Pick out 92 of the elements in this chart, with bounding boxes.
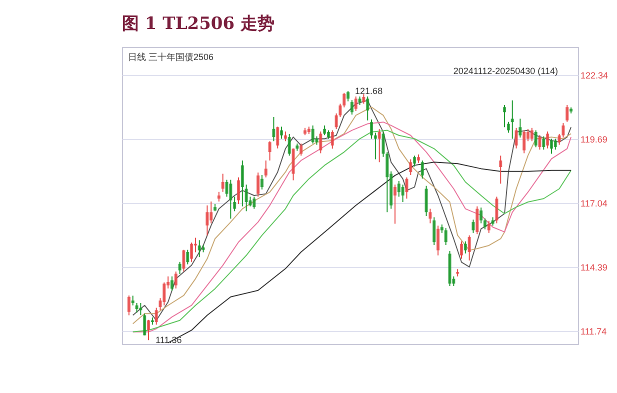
candlestick bbox=[460, 240, 463, 260]
candlestick bbox=[276, 126, 280, 149]
candlestick bbox=[237, 176, 240, 204]
candlestick bbox=[413, 155, 416, 168]
candlestick bbox=[499, 155, 502, 184]
candlestick bbox=[260, 174, 264, 190]
candlestick bbox=[550, 138, 553, 154]
candlestick bbox=[330, 130, 334, 150]
candlestick bbox=[174, 271, 178, 289]
candlestick bbox=[378, 128, 381, 163]
candlestick bbox=[542, 136, 546, 150]
candlestick bbox=[362, 94, 366, 104]
candlestick bbox=[374, 132, 377, 160]
candlestick bbox=[538, 134, 542, 150]
candlestick bbox=[252, 196, 256, 210]
candlestick bbox=[127, 294, 130, 316]
candlestick bbox=[522, 130, 526, 154]
candlestick bbox=[186, 249, 190, 265]
candlestick bbox=[210, 201, 213, 224]
candlestick bbox=[432, 216, 436, 246]
candlestick bbox=[428, 208, 432, 224]
candlestick bbox=[264, 160, 268, 178]
candlestick bbox=[480, 207, 483, 224]
candlestick bbox=[514, 127, 518, 149]
candlestick bbox=[436, 225, 440, 256]
candlestick bbox=[182, 249, 186, 272]
candlestick bbox=[354, 96, 358, 112]
candlestick bbox=[300, 143, 303, 156]
candlestick bbox=[350, 100, 354, 116]
candlestick bbox=[483, 218, 486, 230]
candlestick bbox=[268, 140, 272, 161]
candlestick bbox=[284, 131, 287, 142]
candlestick bbox=[554, 138, 557, 150]
candlestick bbox=[190, 242, 194, 262]
candlestick bbox=[393, 184, 396, 224]
candlestick bbox=[472, 219, 475, 234]
candlestick bbox=[198, 240, 201, 258]
candlestick bbox=[147, 319, 150, 341]
candlestick bbox=[420, 160, 424, 180]
candlestick bbox=[178, 261, 182, 274]
annotation: 20241112-20250430 (114) bbox=[453, 66, 558, 76]
candlestick bbox=[233, 196, 236, 212]
candlestick bbox=[311, 124, 314, 144]
y-tick-label: 111.74 bbox=[580, 326, 607, 336]
y-tick-label: 122.34 bbox=[580, 70, 608, 81]
candlestick bbox=[280, 126, 284, 140]
candlestick bbox=[546, 131, 550, 149]
candlestick bbox=[518, 118, 522, 138]
chart-title: 图 1 TL2506 走势 bbox=[122, 14, 275, 34]
candlestick bbox=[272, 116, 276, 142]
candlestick bbox=[244, 184, 248, 212]
candlestick bbox=[288, 133, 291, 156]
y-tick-label: 119.69 bbox=[580, 134, 608, 144]
candlestick bbox=[534, 130, 538, 148]
candlestick bbox=[240, 160, 244, 207]
candlestick bbox=[397, 180, 400, 198]
candlestick bbox=[401, 184, 404, 203]
candlestick bbox=[206, 204, 209, 236]
candlestick bbox=[468, 234, 471, 261]
candlestick bbox=[495, 196, 498, 224]
candlestick bbox=[135, 302, 138, 314]
candlestick bbox=[319, 131, 322, 154]
candlestick bbox=[217, 191, 220, 202]
candlestick bbox=[323, 124, 326, 136]
annotation: 121.68 bbox=[355, 86, 383, 96]
candlestick bbox=[487, 220, 490, 234]
candlestick bbox=[424, 185, 428, 217]
annotation: 日线 三十年国债2506 bbox=[128, 52, 214, 62]
candlestick bbox=[503, 104, 506, 128]
candlestick bbox=[342, 92, 346, 108]
candlestick bbox=[131, 295, 134, 306]
candlestick bbox=[256, 172, 260, 198]
candlestick bbox=[162, 282, 166, 306]
candlestick bbox=[346, 90, 350, 102]
candlestick bbox=[506, 121, 510, 134]
candlestick bbox=[476, 206, 479, 235]
candlestick bbox=[143, 313, 146, 336]
candlestick bbox=[221, 173, 224, 192]
candlestick bbox=[566, 104, 569, 122]
candlestick bbox=[366, 96, 370, 121]
candlestick bbox=[530, 127, 534, 142]
candlestick bbox=[154, 307, 158, 326]
candlestick bbox=[464, 240, 467, 254]
candlestick bbox=[370, 118, 374, 140]
y-tick-label: 117.04 bbox=[580, 198, 608, 208]
candlestick bbox=[229, 179, 232, 220]
candlestick bbox=[405, 176, 408, 200]
y-tick-label: 114.39 bbox=[580, 262, 608, 272]
candlestick bbox=[409, 158, 412, 176]
candlestick bbox=[170, 276, 174, 292]
candlestick bbox=[510, 100, 514, 140]
candlestick bbox=[444, 228, 448, 246]
